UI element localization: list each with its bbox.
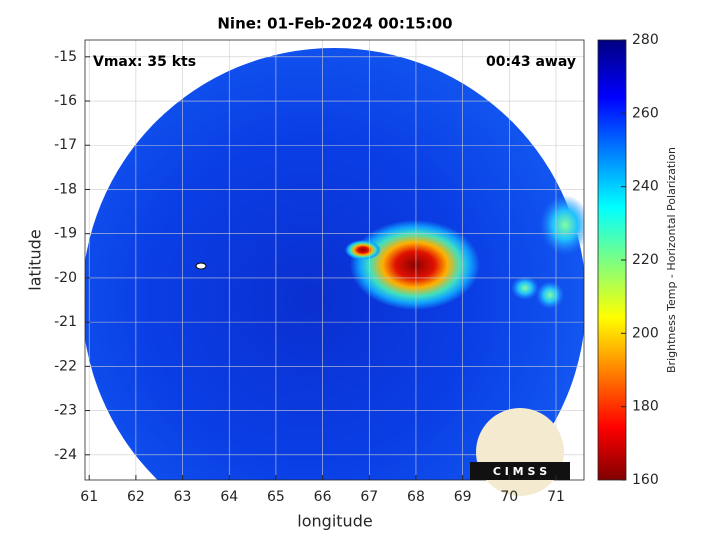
warm-area [536,281,564,309]
logo-text: C I M S S [493,465,547,478]
logo-disk [476,408,564,496]
x-tick-label: 61 [80,489,98,505]
x-tick-label: 67 [360,489,378,505]
y-tick-label: -22 [54,358,77,374]
x-tick-label: 64 [220,489,238,505]
x-tick-label: 68 [407,489,425,505]
annotation: 00:43 away [486,54,576,70]
image-layer [85,48,584,480]
y-tick-label: -19 [54,226,77,242]
annotation: Vmax: 35 kts [93,54,196,70]
y-tick-label: -20 [54,270,77,286]
y-tick-label: -23 [54,403,77,419]
x-tick-label: 63 [174,489,192,505]
x-tick-label: 69 [454,489,472,505]
x-axis-label: longitude [297,512,372,531]
convection [345,240,381,260]
warm-area [511,276,539,300]
chart-title: Nine: 01-Feb-2024 00:15:00 [217,15,452,33]
colorbar-tick-label: 220 [632,252,659,268]
y-tick-label: -17 [54,137,77,153]
swath [85,48,584,480]
colorbar-tick-label: 280 [632,32,659,48]
colorbar-tick-label: 260 [632,105,659,121]
plot-frame [84,39,585,481]
logo: C I M S S [470,408,570,496]
x-tick-label: 65 [267,489,285,505]
colorbar-tick-label: 160 [632,472,659,488]
colorbar-tick-label: 240 [632,179,659,195]
marker [195,262,207,270]
y-tick-label: -15 [54,49,77,65]
logo-band [470,462,570,480]
y-axis-label: latitude [26,229,45,290]
colorbar-tick-label: 200 [632,325,659,341]
x-tick-label: 66 [314,489,332,505]
y-tick-label: -21 [54,314,77,330]
plot-area [84,39,585,481]
x-tick-label: 62 [127,489,145,505]
warm-area [540,195,584,255]
convection [350,220,480,310]
y-tick-label: -24 [54,447,77,463]
y-tick-label: -16 [54,93,77,109]
colorbar-label: Brightness Temp - Horizontal Polarizatio… [665,147,678,373]
x-tick-label: 70 [500,489,518,505]
x-tick-label: 71 [547,489,565,505]
y-tick-label: -18 [54,181,77,197]
colorbar-tick-label: 180 [632,399,659,415]
